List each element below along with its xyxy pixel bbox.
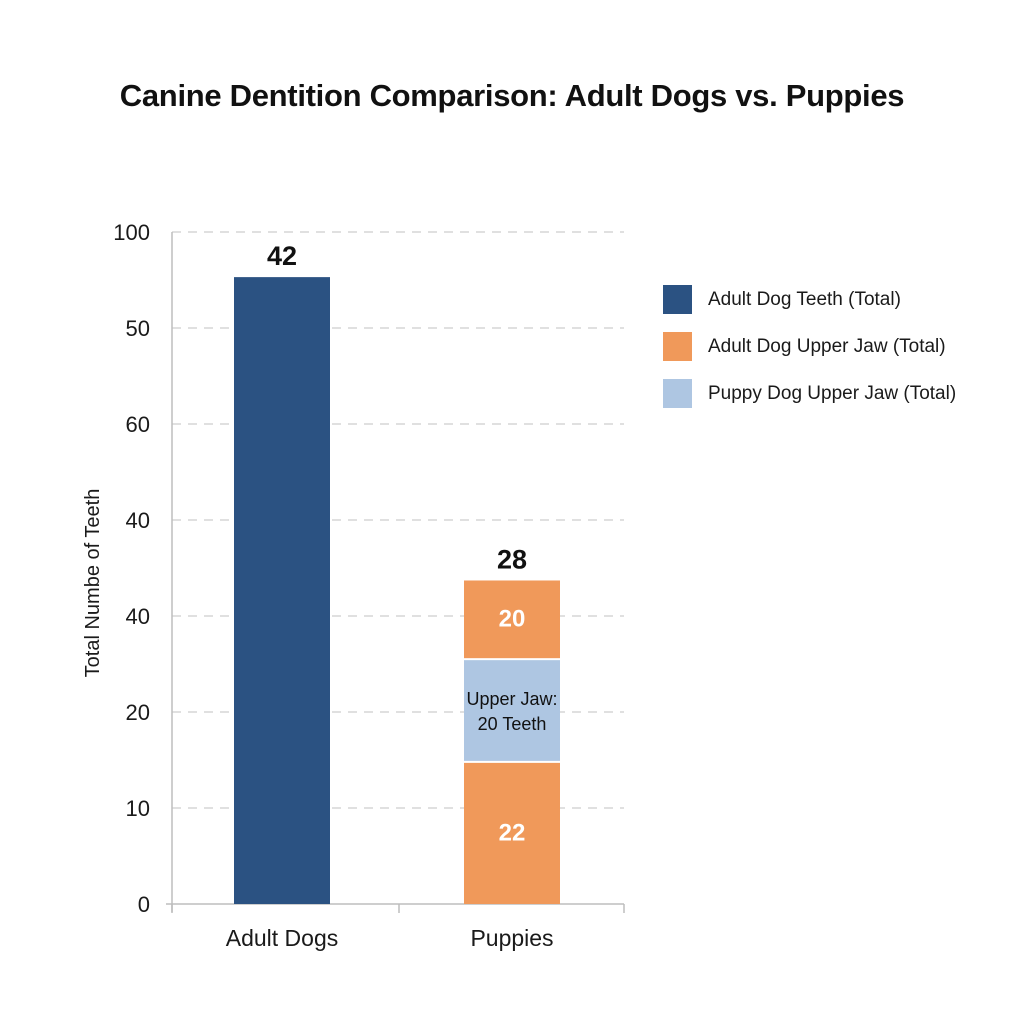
legend-item: Puppy Dog Upper Jaw (Total) <box>663 370 956 417</box>
y-tick-label: 40 <box>126 508 150 533</box>
bar-segment <box>464 762 560 904</box>
x-tick-label: Puppies <box>470 925 553 951</box>
legend-item: Adult Dog Teeth (Total) <box>663 276 956 323</box>
x-tick-label: Adult Dogs <box>226 925 339 951</box>
y-tick-label: 0 <box>138 892 150 917</box>
legend-item: Adult Dog Upper Jaw (Total) <box>663 323 956 370</box>
bar-total-label: 42 <box>267 241 297 271</box>
y-tick-label: 50 <box>126 316 150 341</box>
segment-data-label: Upper Jaw: <box>466 689 557 709</box>
legend-swatch <box>663 332 692 361</box>
legend-swatch <box>663 285 692 314</box>
legend-label: Adult Dog Upper Jaw (Total) <box>708 335 946 357</box>
bar-segment <box>234 277 330 904</box>
y-tick-label: 40 <box>126 604 150 629</box>
segment-data-label: 20 Teeth <box>478 714 547 734</box>
segment-data-label: 22 <box>499 819 526 846</box>
legend-label: Puppy Dog Upper Jaw (Total) <box>708 382 957 404</box>
bar-segment <box>464 580 560 659</box>
y-tick-label: 60 <box>126 412 150 437</box>
y-tick-label: 20 <box>126 700 150 725</box>
legend-label: Adult Dog Teeth (Total) <box>708 288 901 310</box>
legend-swatch <box>663 379 692 408</box>
chart-legend: Adult Dog Teeth (Total) Adult Dog Upper … <box>663 276 956 417</box>
y-axis-label: Total Numbe of Teeth <box>82 489 104 678</box>
y-tick-label: 10 <box>126 796 150 821</box>
segment-data-label: 20 <box>499 605 526 632</box>
y-tick-label: 100 <box>113 220 150 245</box>
bar-segment <box>464 660 560 761</box>
chart-title: Canine Dentition Comparison: Adult Dogs … <box>119 78 905 113</box>
bar-total-label: 28 <box>497 544 527 574</box>
